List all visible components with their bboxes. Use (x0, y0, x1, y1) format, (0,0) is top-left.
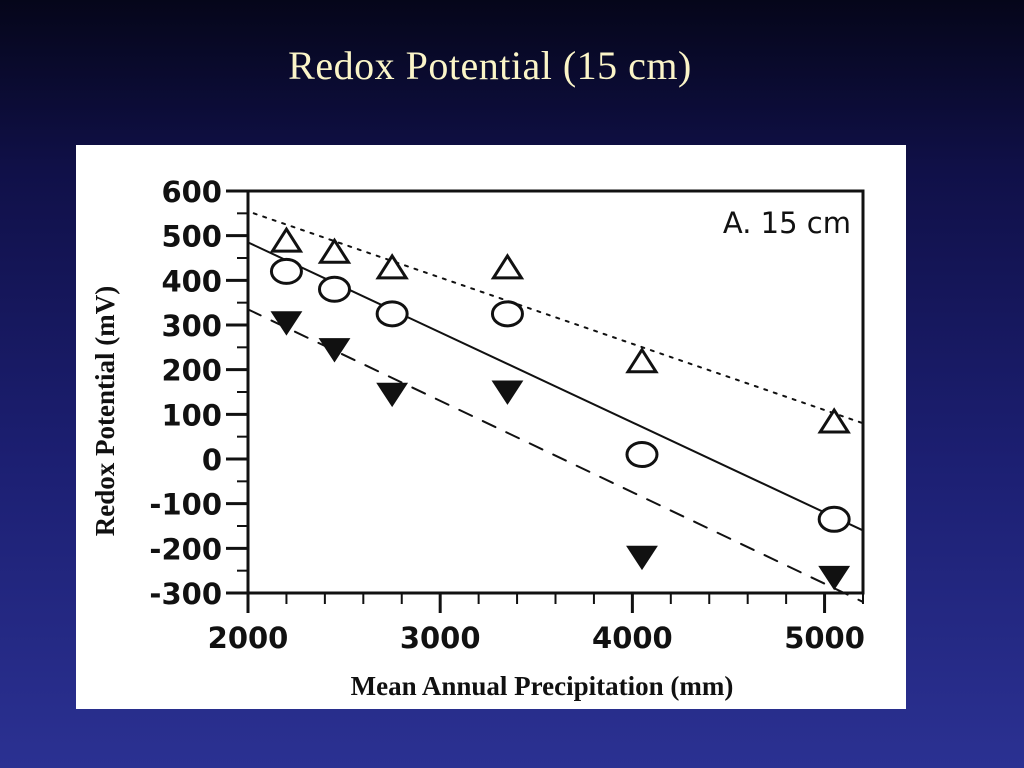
x-tick-label: 4000 (592, 621, 673, 655)
open-circle-point (490, 300, 524, 328)
filled-triangle-point (818, 565, 851, 591)
open-circle-point (625, 441, 659, 469)
y-axis-title: Redox Potential (mV) (90, 286, 120, 536)
x-tick-label: 5000 (784, 621, 865, 655)
open-triangle-point (269, 226, 304, 253)
open-triangle-point (490, 253, 525, 280)
y-tick-label: 600 (161, 175, 222, 209)
chart-figure: 600 500 400 300 200 100 0 -100 -200 -300 2000 3000… (76, 145, 906, 709)
slide-title: Redox Potential (15 cm) (288, 43, 692, 88)
filled-triangle-point (491, 380, 524, 405)
filled-triangle-point (318, 338, 351, 363)
filled-triangle-point (376, 382, 409, 408)
y-tick-label: -300 (149, 577, 222, 611)
y-tick-label: 400 (161, 264, 222, 298)
y-tick-label: 0 (202, 443, 222, 477)
y-tick-label: 100 (161, 398, 222, 432)
panel-label: A. 15 cm (723, 206, 851, 240)
open-circle-point (317, 275, 351, 303)
dashed-fit-line (247, 308, 864, 603)
open-triangle-point (817, 407, 851, 434)
x-axis-title: Mean Annual Precipitation (mm) (351, 671, 734, 701)
y-axis-ticks: 600 500 400 300 200 100 0 -100 -200 -300 (149, 175, 248, 611)
y-tick-label: -200 (149, 532, 222, 566)
filled-triangle-point (270, 311, 303, 336)
open-circle-point (375, 300, 409, 328)
open-triangle-point (317, 237, 352, 264)
open-triangle-point (625, 346, 659, 374)
y-tick-label: -100 (149, 488, 222, 522)
open-circle-point (269, 257, 303, 285)
filled-triangle-point (626, 545, 658, 571)
y-tick-label: 500 (161, 220, 222, 254)
chart-svg: 600 500 400 300 200 100 0 -100 -200 -300 2000 3000… (90, 175, 865, 701)
data-markers (269, 226, 851, 591)
dotted-fit-line (252, 212, 864, 425)
y-tick-label: 300 (161, 309, 222, 343)
x-tick-label: 2000 (208, 621, 289, 655)
fit-lines (247, 212, 864, 603)
x-tick-label: 3000 (400, 621, 481, 655)
open-triangle-point (375, 253, 409, 280)
y-tick-label: 200 (161, 354, 222, 388)
x-axis-ticks: 2000 3000 4000 5000 (208, 593, 865, 655)
open-circle-point (817, 505, 851, 533)
